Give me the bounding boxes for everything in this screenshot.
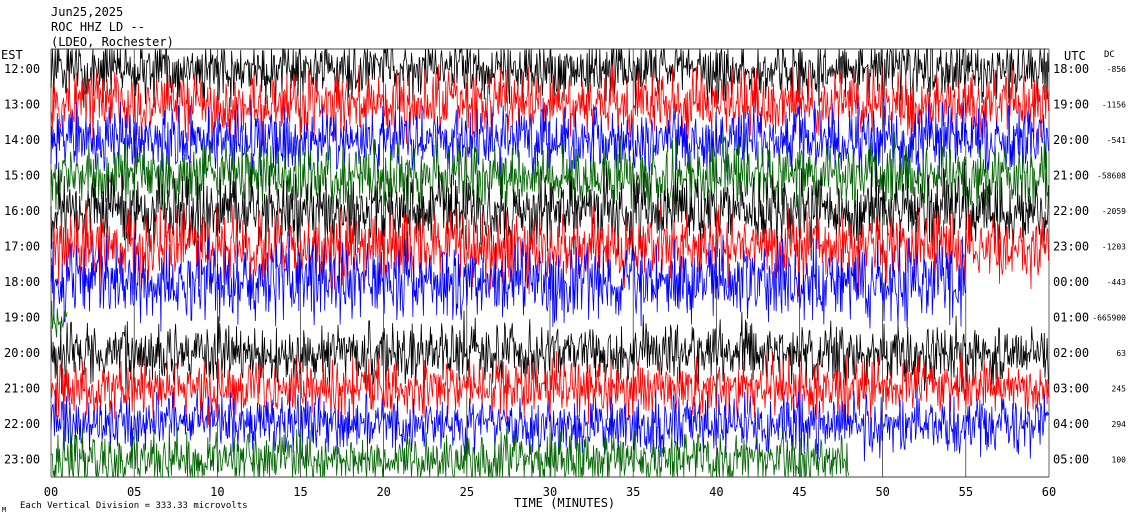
est-hour-label: 13:00 [4, 98, 40, 112]
trace-1900 [50, 300, 68, 338]
utc-hour-label: 03:00 [1053, 382, 1089, 396]
x-tick-label: 05 [127, 485, 141, 499]
dc-column-title: DC [1104, 50, 1115, 60]
x-tick-label: 20 [376, 485, 390, 499]
dc-offset-label: 63 [1116, 349, 1126, 358]
dc-offset-label: 245 [1112, 385, 1127, 394]
x-tick-label: 10 [210, 485, 224, 499]
dc-offset-label: -2059 [1102, 207, 1126, 216]
dc-offset-label: -58608 [1097, 172, 1126, 181]
est-hour-label: 17:00 [4, 240, 40, 254]
utc-hour-label: 19:00 [1053, 98, 1089, 112]
trace-1500 [50, 131, 1049, 220]
x-tick-label: 40 [709, 485, 723, 499]
est-hour-label: 15:00 [4, 169, 40, 183]
header-network: (LDEO, Rochester) [51, 35, 174, 49]
header-station: ROC HHZ LD -- [51, 20, 145, 34]
x-tick-label: 00 [44, 485, 58, 499]
utc-hour-label: 04:00 [1053, 417, 1089, 431]
x-tick-label: 35 [626, 485, 640, 499]
x-tick-label: 55 [959, 485, 973, 499]
trace-1200 [50, 48, 1049, 111]
x-tick-label: 50 [875, 485, 889, 499]
x-tick-label: 45 [792, 485, 806, 499]
utc-hour-label: 18:00 [1053, 62, 1089, 76]
x-tick-label: 60 [1042, 485, 1056, 499]
est-hour-label: 12:00 [4, 62, 40, 76]
right-axis-title: UTC [1064, 49, 1086, 63]
x-tick-label: 30 [543, 485, 557, 499]
utc-hour-label: 05:00 [1053, 453, 1089, 467]
utc-hour-label: 02:00 [1053, 346, 1089, 360]
dc-offset-label: 294 [1112, 420, 1127, 429]
est-hour-label: 14:00 [4, 133, 40, 147]
x-axis-title: TIME (MINUTES) [514, 496, 615, 510]
left-axis-title: EST [1, 48, 23, 62]
est-hour-label: 22:00 [4, 417, 40, 431]
footer-mark: M [2, 506, 6, 514]
dc-offset-label: -1203 [1102, 243, 1126, 252]
dc-offset-label: -443 [1107, 278, 1126, 287]
utc-hour-label: 20:00 [1053, 133, 1089, 147]
trace-2300 [50, 422, 850, 478]
trace-1600 [50, 162, 1049, 261]
utc-hour-label: 01:00 [1053, 311, 1089, 325]
utc-hour-label: 23:00 [1053, 240, 1089, 254]
est-hour-label: 19:00 [4, 311, 40, 325]
utc-hour-label: 00:00 [1053, 275, 1089, 289]
est-hour-label: 23:00 [4, 453, 40, 467]
x-tick-label: 25 [460, 485, 474, 499]
utc-hour-label: 21:00 [1053, 169, 1089, 183]
dc-offset-label: 100 [1112, 456, 1127, 465]
x-tick-label: 15 [293, 485, 307, 499]
trace-1800 [50, 230, 966, 332]
dc-offset-label: -665900 [1092, 314, 1126, 323]
est-hour-label: 18:00 [4, 275, 40, 289]
trace-1300 [50, 60, 1049, 150]
seismic-traces [50, 48, 1049, 478]
trace-2000 [50, 310, 1049, 394]
footer-scale-note: Each Vertical Division = 333.33 microvol… [20, 501, 248, 511]
est-hour-label: 16:00 [4, 204, 40, 218]
trace-2200 [50, 388, 1049, 462]
utc-hour-label: 22:00 [1053, 204, 1089, 218]
axis-labels: 00 05 10 15 20 25 30 35 40 45 50 55 60 12:00 18:00 -856… [4, 62, 1126, 499]
header-date: Jun25,2025 [51, 5, 123, 19]
dc-offset-label: -1156 [1102, 101, 1126, 110]
est-hour-label: 20:00 [4, 346, 40, 360]
dc-offset-label: -856 [1107, 65, 1126, 74]
dc-offset-label: -541 [1107, 136, 1126, 145]
est-hour-label: 21:00 [4, 382, 40, 396]
